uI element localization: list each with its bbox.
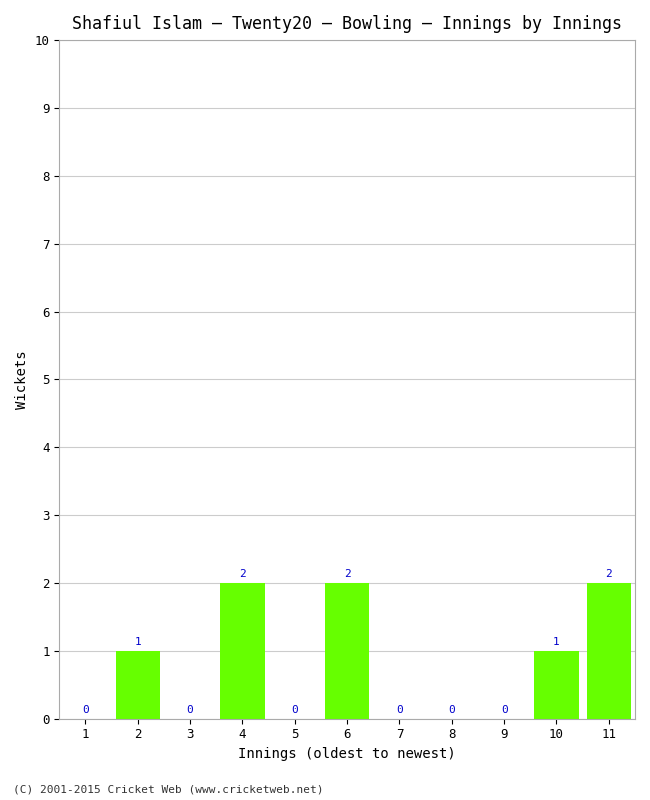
Text: 0: 0 <box>500 705 508 714</box>
Bar <box>220 583 265 718</box>
Title: Shafiul Islam – Twenty20 – Bowling – Innings by Innings: Shafiul Islam – Twenty20 – Bowling – Inn… <box>72 15 622 33</box>
Text: 1: 1 <box>553 637 560 646</box>
Text: 0: 0 <box>82 705 89 714</box>
Text: 0: 0 <box>448 705 455 714</box>
Text: 2: 2 <box>239 569 246 579</box>
Bar <box>586 583 631 718</box>
X-axis label: Innings (oldest to newest): Innings (oldest to newest) <box>239 747 456 761</box>
Text: 1: 1 <box>135 637 141 646</box>
Text: 0: 0 <box>291 705 298 714</box>
Text: (C) 2001-2015 Cricket Web (www.cricketweb.net): (C) 2001-2015 Cricket Web (www.cricketwe… <box>13 784 324 794</box>
Bar <box>534 651 578 718</box>
Bar <box>116 651 160 718</box>
Text: 0: 0 <box>396 705 403 714</box>
Text: 2: 2 <box>344 569 350 579</box>
Y-axis label: Wickets: Wickets <box>15 350 29 409</box>
Text: 2: 2 <box>605 569 612 579</box>
Text: 0: 0 <box>187 705 194 714</box>
Bar <box>325 583 369 718</box>
